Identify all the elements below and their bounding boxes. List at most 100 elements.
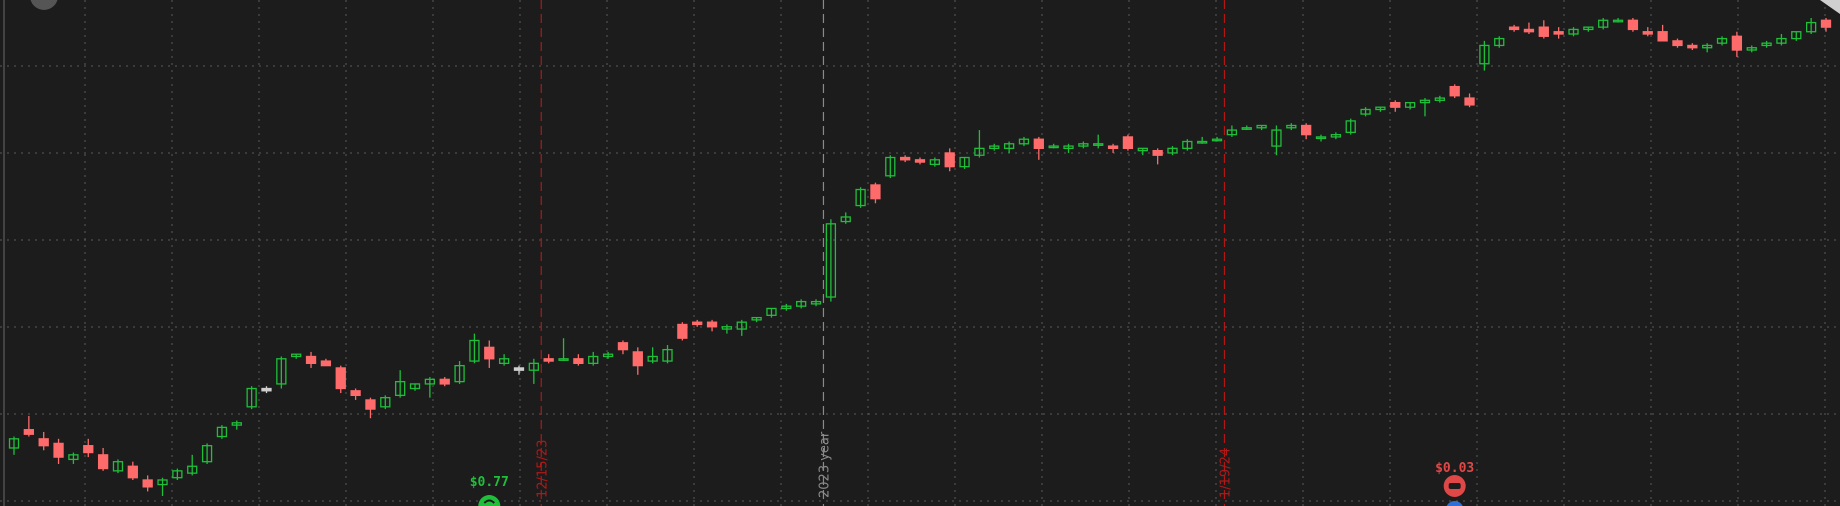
candle-body (1182, 140, 1193, 150)
candle (1627, 18, 1639, 32)
candle-body (1508, 26, 1520, 31)
candle (1197, 136, 1208, 144)
candle (692, 319, 703, 327)
candle-body (1404, 101, 1416, 108)
candle-body (365, 399, 376, 410)
candle-body (469, 339, 480, 362)
candle (1716, 36, 1728, 46)
candle (736, 319, 747, 336)
candle (602, 351, 614, 359)
corner-handle-icon[interactable] (30, 0, 58, 10)
candle-body (1494, 37, 1505, 47)
candle (1018, 136, 1030, 147)
candle (1182, 139, 1193, 151)
candle (127, 461, 138, 480)
candle-body (1731, 35, 1743, 51)
candle (157, 477, 168, 496)
candle (825, 219, 837, 302)
candle-body (825, 223, 837, 298)
candle-body (454, 364, 465, 383)
phone-shape (1448, 483, 1461, 489)
candle-body (1479, 44, 1490, 65)
candle (885, 155, 896, 179)
candle (335, 365, 346, 394)
candle-body (885, 156, 896, 177)
candle (1479, 40, 1490, 71)
candle-body (1122, 136, 1134, 150)
candle-body (1538, 26, 1549, 37)
candle (216, 425, 228, 439)
candle (1211, 136, 1223, 142)
candle (97, 447, 109, 471)
candle-body (1820, 19, 1832, 28)
candle (484, 340, 495, 368)
candle (1761, 40, 1772, 48)
candle-body (187, 465, 198, 474)
candle-body (1761, 42, 1772, 47)
candles (8, 18, 1832, 496)
vertical-marker-label: 12/15/23 (535, 440, 550, 498)
candle-body (1805, 21, 1817, 33)
candle (1033, 136, 1044, 160)
candle-body (1078, 143, 1089, 147)
candle (1494, 36, 1505, 48)
candle-body (796, 300, 807, 307)
candle-body (380, 397, 391, 408)
candle (1315, 134, 1327, 142)
candle-body (409, 383, 421, 390)
candle (974, 130, 985, 158)
event-marker: $0.03 (1435, 461, 1474, 506)
candle (231, 420, 242, 430)
candle (1687, 43, 1698, 51)
candle-body (929, 159, 941, 166)
candle (201, 443, 213, 464)
candle-body (1390, 101, 1401, 108)
candle-body (38, 438, 49, 447)
candle (469, 333, 480, 364)
candle-body (172, 470, 183, 479)
candle-body (320, 360, 332, 367)
candle-body (914, 159, 926, 163)
candle-body (1642, 31, 1653, 35)
candle (781, 303, 792, 311)
candle-body (23, 429, 35, 435)
candle-body (1419, 99, 1431, 104)
candle-body (142, 479, 153, 488)
vertical-marker-label: 1/19/24 (1218, 448, 1233, 498)
candle-body (959, 156, 970, 168)
candle-body (1375, 106, 1386, 111)
candle (1449, 84, 1460, 99)
candle (989, 143, 1000, 151)
candle-body (1063, 145, 1074, 150)
candle-body (632, 351, 643, 367)
candle-body (1301, 124, 1312, 136)
candle (1152, 148, 1163, 165)
candle (1003, 141, 1015, 153)
candle (291, 353, 302, 359)
candle-body (1256, 124, 1267, 129)
candle (276, 356, 287, 389)
candle-body (1137, 147, 1148, 152)
candle-body (1464, 97, 1475, 106)
candle-body (291, 353, 302, 358)
candle-body (588, 355, 599, 364)
candle-body (127, 465, 138, 479)
candle-body (721, 326, 733, 330)
candle-body (617, 342, 629, 351)
candle-body (53, 442, 64, 458)
event-markers: $0.77 $0.03 (470, 461, 1474, 506)
candle-body (424, 378, 436, 385)
candle-body (1612, 19, 1624, 23)
candle-body (1211, 138, 1223, 142)
candle (1731, 31, 1743, 57)
candle (1419, 98, 1431, 117)
candle (513, 365, 525, 375)
candle-body (1702, 44, 1713, 49)
candle (1093, 134, 1104, 149)
info-icon (1446, 501, 1463, 506)
candle (1137, 147, 1148, 156)
candle (187, 454, 198, 476)
